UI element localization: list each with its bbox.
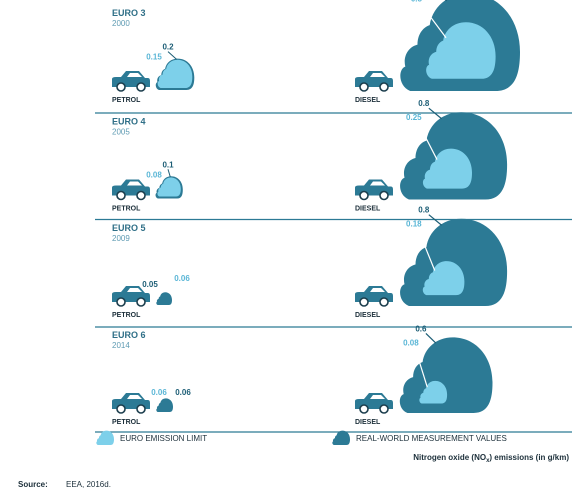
- legend-limit-swatch: [96, 430, 114, 445]
- petrol-real-leader: [167, 51, 177, 60]
- petrol-limit-value: 0.06: [174, 274, 190, 283]
- diesel-real-cloud: [399, 337, 493, 413]
- standard-name: EURO 3: [112, 8, 146, 18]
- petrol-real-cloud: [156, 292, 172, 305]
- diesel-limit-leader: [417, 121, 438, 160]
- source-label: Source:: [18, 480, 48, 489]
- petrol-car-icon: [112, 71, 150, 92]
- diesel-real-value: 0.8: [418, 206, 430, 215]
- diesel-limit-leader: [419, 3, 447, 39]
- standard-year: 2009: [112, 234, 130, 243]
- diesel-limit-value: 0.08: [403, 338, 419, 347]
- diesel-car-icon: [355, 393, 393, 414]
- diesel-label: DIESEL: [355, 206, 381, 213]
- petrol-car-icon: [112, 179, 150, 201]
- legend-real-swatch: [332, 430, 350, 445]
- standard-name: EURO 6: [112, 330, 146, 340]
- petrol-real-value: 0.06: [175, 388, 191, 397]
- petrol-car-icon: [112, 286, 150, 307]
- legend-limit-label: EURO EMISSION LIMIT: [120, 434, 207, 443]
- diesel-real-leader: [444, 0, 448, 2]
- diesel-limit-cloud: [419, 380, 448, 404]
- diesel-limit-value: 0.25: [406, 113, 422, 122]
- diesel-limit-cloud: [422, 148, 472, 189]
- units-label: Nitrogen oxide (NOx) emissions (in g/km): [413, 453, 569, 464]
- diesel-limit-cloud: [422, 261, 465, 296]
- legend-real-label: REAL-WORLD MEASUREMENT VALUES: [356, 434, 507, 443]
- diesel-label: DIESEL: [355, 312, 381, 319]
- diesel-limit-value: 0.5: [411, 0, 423, 3]
- diesel-car-icon: [355, 71, 393, 92]
- petrol-limit-cloud: [157, 177, 181, 197]
- diesel-limit-leader: [417, 228, 436, 271]
- legend: [96, 430, 350, 445]
- petrol-limit-cloud: [157, 59, 193, 88]
- diesel-limit-value: 0.18: [406, 220, 422, 229]
- petrol-label: PETROL: [112, 97, 141, 104]
- petrol-real-value: 0.05: [142, 280, 158, 289]
- source-text: EEA, 2016d.: [66, 480, 111, 489]
- petrol-label: PETROL: [112, 312, 141, 319]
- petrol-label: PETROL: [112, 419, 141, 426]
- diesel-label: DIESEL: [355, 97, 381, 104]
- diesel-real-value: 0.8: [418, 99, 430, 108]
- diesel-real-leader: [428, 214, 443, 226]
- diesel-limit-cloud: [426, 22, 496, 79]
- petrol-car-icon: [112, 393, 150, 414]
- standard-name: EURO 4: [112, 117, 146, 127]
- diesel-car-icon: [355, 179, 393, 201]
- petrol-label: PETROL: [112, 206, 141, 213]
- standard-year: 2005: [112, 128, 130, 137]
- petrol-limit-value: 0.08: [146, 170, 162, 179]
- petrol-real-leader: [167, 169, 171, 177]
- diesel-real-leader: [428, 107, 443, 120]
- petrol-limit-value: 0.06: [151, 388, 167, 397]
- petrol-real-value: 0.1: [162, 160, 174, 169]
- diesel-real-leader: [425, 332, 437, 344]
- standard-year: 2014: [112, 341, 130, 350]
- diesel-label: DIESEL: [355, 419, 381, 426]
- petrol-real-value: 0.2: [162, 43, 174, 52]
- diesel-limit-leader: [414, 347, 428, 388]
- petrol-real-cloud: [156, 398, 173, 412]
- petrol-limit-value: 0.15: [146, 53, 162, 62]
- diesel-real-value: 0.6: [415, 324, 427, 333]
- standard-year: 2000: [112, 19, 130, 28]
- diesel-car-icon: [355, 286, 393, 307]
- standard-name: EURO 5: [112, 223, 146, 233]
